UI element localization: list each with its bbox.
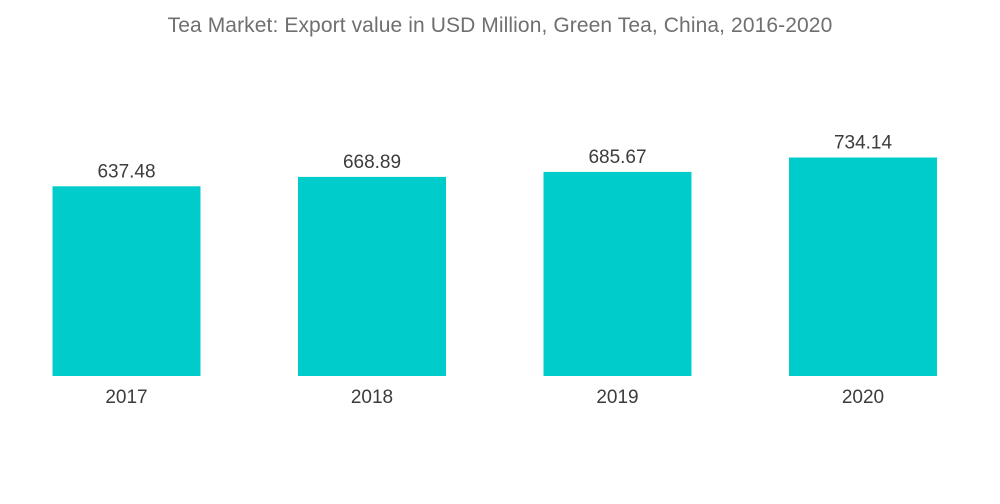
value-labels-layer: 637.48 668.89 685.67 734.14 xyxy=(97,133,892,183)
x-tick-label-2018: 2018 xyxy=(351,387,393,408)
bar-2018 xyxy=(298,176,446,376)
x-tick-label-2020: 2020 xyxy=(842,387,884,408)
x-tick-label-2017: 2017 xyxy=(105,387,147,408)
value-label-2017: 637.48 xyxy=(97,161,155,182)
x-tick-label-2019: 2019 xyxy=(596,387,638,408)
chart-title: Tea Market: Export value in USD Million,… xyxy=(167,14,833,37)
value-label-2018: 668.89 xyxy=(343,152,401,173)
bar-2017 xyxy=(52,186,201,376)
bars-layer xyxy=(52,157,937,376)
x-axis-ticks: 2017 2018 2019 2020 xyxy=(105,387,884,408)
value-label-2020: 734.14 xyxy=(834,133,893,154)
bar-2019 xyxy=(543,171,692,376)
bar-2020 xyxy=(789,157,937,376)
value-label-2019: 685.67 xyxy=(588,147,646,168)
